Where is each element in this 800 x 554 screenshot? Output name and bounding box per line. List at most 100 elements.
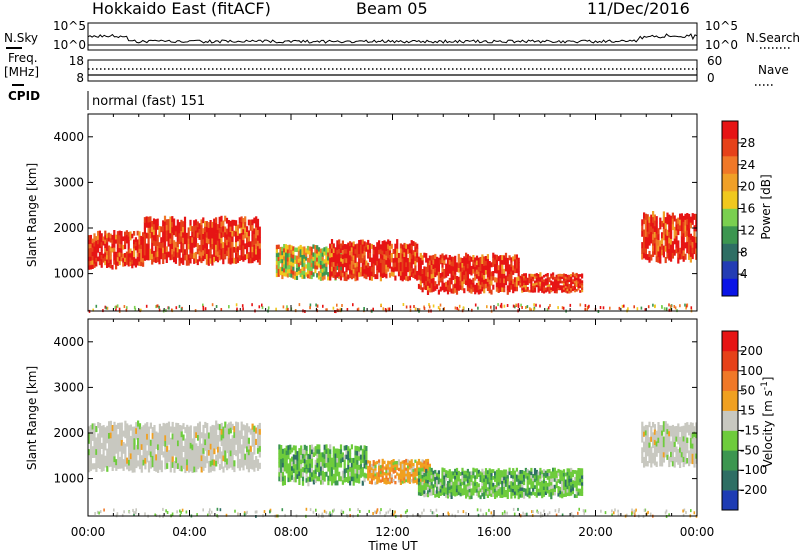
heatmap-cell [191, 444, 194, 451]
heatmap-cell [102, 240, 105, 246]
heatmap-cell [316, 261, 319, 266]
heatmap-cell [652, 228, 655, 235]
heatmap-cell [515, 254, 518, 260]
heatmap-cell [483, 491, 486, 496]
heatmap-cell [146, 427, 149, 434]
heatmap-cell [196, 226, 199, 233]
heatmap-cell [691, 458, 694, 465]
heatmap-cell [350, 458, 353, 463]
heatmap-cell [350, 471, 353, 477]
heatmap-cell [490, 262, 493, 268]
heatmap-cell [417, 474, 421, 479]
heatmap-cell [399, 270, 402, 276]
heatmap-cell [356, 455, 359, 461]
heatmap-cell [429, 509, 432, 512]
heatmap-cell [417, 488, 421, 493]
heatmap-cell [341, 249, 344, 255]
heatmap-cell [88, 466, 91, 473]
heatmap-cell [432, 264, 435, 269]
heatmap-cell [455, 280, 459, 286]
heatmap-cell [288, 248, 291, 254]
heatmap-cell [581, 492, 584, 496]
heatmap-cell [419, 257, 422, 263]
heatmap-cell [247, 257, 250, 264]
heatmap-cell [428, 481, 431, 486]
heatmap-cell [171, 232, 174, 239]
heatmap-cell [430, 282, 433, 288]
heatmap-cell [481, 286, 484, 292]
heatmap-cell [193, 225, 196, 232]
heatmap-cell [392, 467, 395, 471]
heatmap-cell [680, 219, 683, 226]
heatmap-cell [521, 473, 524, 478]
heatmap-cell [378, 459, 381, 463]
heatmap-cell [242, 234, 245, 241]
heatmap-cell [407, 459, 410, 463]
heatmap-cell [544, 278, 547, 282]
heatmap-cell [673, 226, 676, 233]
heatmap-cell [465, 491, 468, 496]
heatmap-cell [416, 248, 419, 254]
heatmap-cell [256, 459, 260, 466]
heatmap-cell [405, 243, 408, 249]
heatmap-cell [350, 274, 353, 280]
heatmap-cell [562, 479, 566, 484]
heatmap-cell [368, 460, 372, 465]
heatmap-cell [151, 220, 154, 227]
heatmap-cell [316, 265, 319, 270]
heatmap-cell [409, 308, 412, 312]
heatmap-cell [468, 260, 471, 266]
heatmap-cell [327, 276, 330, 281]
heatmap-cell [481, 259, 484, 264]
heatmap-cell [490, 511, 493, 515]
heatmap-cell [445, 281, 448, 287]
heatmap-cell [465, 257, 468, 263]
heatmap-cell [193, 231, 196, 237]
heatmap-cell [231, 257, 234, 264]
heatmap-cell [363, 459, 366, 464]
heatmap-cell [100, 442, 103, 449]
heatmap-cell [111, 464, 114, 471]
heatmap-cell [376, 242, 379, 248]
heatmap-cell [434, 483, 437, 488]
heatmap-cell [434, 473, 437, 478]
heatmap-cell [488, 471, 491, 476]
heatmap-cell [579, 278, 582, 282]
heatmap-cell [448, 472, 451, 477]
heatmap-cell [675, 247, 678, 254]
heatmap-cell [515, 484, 518, 489]
heatmap-cell [542, 486, 546, 490]
heatmap-cell [407, 267, 410, 273]
heatmap-cell [652, 303, 654, 307]
heatmap-cell [392, 271, 395, 277]
heatmap-cell [312, 252, 315, 257]
heatmap-cell [194, 224, 198, 231]
heatmap-cell [546, 469, 549, 473]
heatmap-cell [255, 227, 258, 233]
heatmap-cell [182, 248, 185, 255]
heatmap-cell [390, 266, 393, 272]
heatmap-cell [338, 266, 341, 272]
heatmap-cell [542, 489, 546, 494]
heatmap-cell [401, 460, 404, 464]
heatmap-cell [432, 491, 435, 495]
heatmap-cell [385, 511, 387, 515]
heatmap-cell [368, 275, 372, 281]
heatmap-cell [320, 452, 323, 458]
heatmap-cell [459, 275, 462, 281]
heatmap-cell [562, 493, 566, 497]
heatmap-cell [332, 243, 335, 249]
heatmap-cell [310, 258, 313, 264]
heatmap-cell [475, 482, 479, 486]
heatmap-cell [280, 449, 283, 455]
heatmap-cell [327, 457, 330, 463]
heatmap-cell [564, 280, 567, 284]
heatmap-cell [171, 243, 174, 249]
colorbar-segment [722, 121, 738, 139]
heatmap-cell [319, 256, 322, 261]
heatmap-cell [609, 306, 611, 310]
heatmap-cell [178, 304, 181, 308]
heatmap-cell [552, 477, 555, 482]
heatmap-cell [295, 259, 299, 264]
heatmap-cell [670, 451, 673, 458]
